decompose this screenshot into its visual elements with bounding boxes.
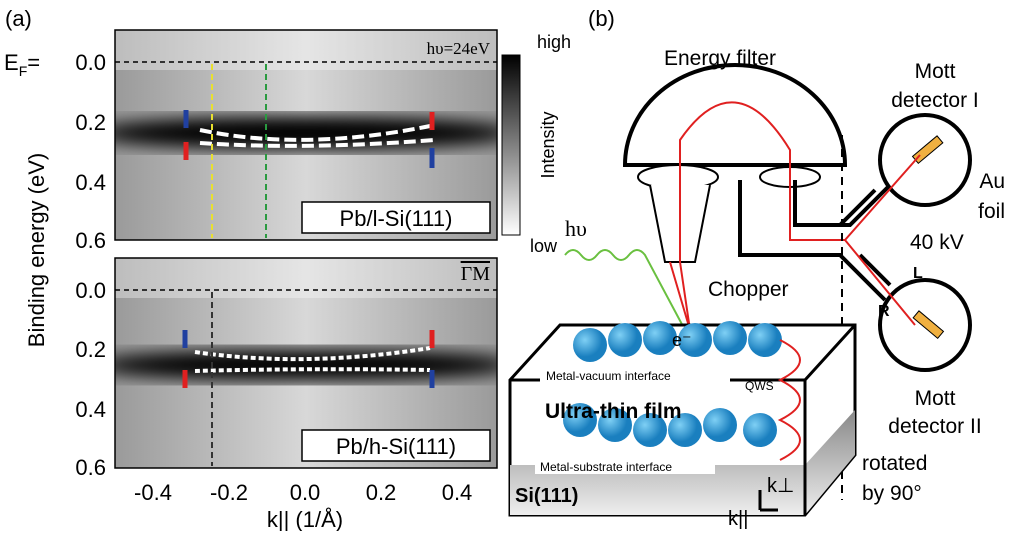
panel-label: (b) bbox=[588, 6, 615, 31]
substrate: Si(111) bbox=[515, 485, 578, 507]
photon: hυ bbox=[565, 216, 587, 241]
mott2: detector II bbox=[888, 415, 981, 438]
y-tick-label: 0.4 bbox=[75, 170, 106, 195]
panel-label: (a) bbox=[5, 6, 32, 31]
mott1: detector I bbox=[891, 89, 979, 112]
substrate-interface: Metal-substrate interface bbox=[540, 460, 672, 474]
x-tick-label: 0.4 bbox=[442, 480, 473, 505]
electron: e⁻ bbox=[672, 330, 692, 350]
colorbar-title: Intensity bbox=[538, 111, 558, 178]
mott2: Mott bbox=[915, 387, 956, 410]
x-tick-label: -0.4 bbox=[134, 480, 172, 505]
rotated: rotated bbox=[862, 452, 927, 475]
right: R bbox=[878, 303, 890, 320]
y-ticks: 0.0 0.2 0.4 0.6 0.0 0.2 0.4 0.6 bbox=[75, 50, 106, 480]
voltage: 40 kV bbox=[910, 231, 964, 254]
y-tick-label: 0.6 bbox=[75, 455, 106, 480]
sample-label: Pb/l-Si(111) bbox=[340, 206, 453, 231]
y-tick-label: 0.0 bbox=[75, 278, 106, 303]
x-tick-label: -0.2 bbox=[210, 480, 248, 505]
x-tick-label: 0.0 bbox=[290, 480, 321, 505]
colorbar-high: high bbox=[537, 32, 571, 52]
film: Ultra-thin film bbox=[545, 400, 682, 423]
y-tick-label: 0.6 bbox=[75, 228, 106, 253]
au-foil: Au bbox=[979, 170, 1005, 193]
ef-label: EF= bbox=[4, 50, 40, 79]
figure: (a) 0.0 0.2 0.4 0.6 0.0 0.2 0.4 0.6 EF= … bbox=[0, 0, 1011, 531]
energy-filter: Energy filter bbox=[664, 47, 776, 70]
y-tick-label: 0.2 bbox=[75, 110, 106, 135]
y-axis-label: Binding energy (eV) bbox=[24, 153, 49, 347]
rotated: by 90° bbox=[862, 482, 922, 505]
k-par: k|| bbox=[728, 508, 748, 530]
k-perp: k⊥ bbox=[767, 475, 794, 497]
y-tick-label: 0.4 bbox=[75, 397, 106, 422]
vacuum-interface: Metal-vacuum interface bbox=[546, 369, 671, 383]
sample-label: Pb/h-Si(111) bbox=[336, 434, 456, 459]
x-tick-label: 0.2 bbox=[366, 480, 397, 505]
direction-label: ΓM bbox=[461, 263, 491, 285]
y-tick-label: 0.0 bbox=[75, 50, 106, 75]
photon-energy: hυ=24eV bbox=[427, 39, 491, 58]
chopper: Chopper bbox=[708, 278, 789, 301]
x-axis-label: k|| (1/Å) bbox=[267, 507, 343, 531]
au-foil: foil bbox=[978, 200, 1005, 223]
qws: QWS bbox=[745, 379, 774, 393]
left: L bbox=[913, 265, 923, 282]
colorbar-low: low bbox=[530, 236, 558, 256]
y-tick-label: 0.2 bbox=[75, 337, 106, 362]
mott1: Mott bbox=[915, 60, 956, 83]
